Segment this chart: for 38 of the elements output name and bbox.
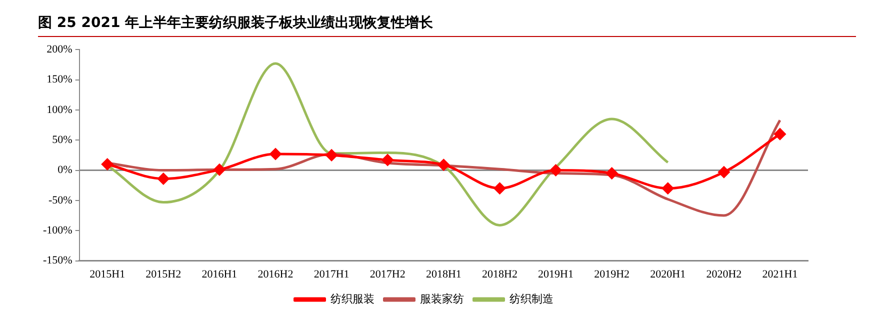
point	[270, 148, 282, 160]
point	[158, 172, 170, 184]
x-tick-label: 2019H1	[538, 268, 574, 280]
x-tick-label: 2020H2	[706, 268, 742, 280]
y-tick-label: -50%	[48, 194, 72, 206]
point	[438, 159, 450, 171]
y-tick-label: 150%	[46, 74, 72, 86]
y-tick-label: -150%	[43, 254, 72, 267]
legend-label: 纺织制造	[509, 292, 554, 306]
point	[214, 164, 226, 176]
point	[550, 164, 562, 176]
y-tick-label: -100%	[43, 224, 72, 237]
x-tick-label: 2021H1	[762, 268, 798, 280]
x-tick-label: 2018H1	[426, 268, 462, 280]
x-tick-label: 2019H2	[594, 268, 630, 280]
x-tick-label: 2015H1	[90, 268, 126, 280]
point	[102, 158, 114, 170]
legend-label: 服装家纺	[420, 292, 464, 306]
x-tick-label: 2017H2	[370, 268, 406, 280]
y-tick-label: 100%	[46, 104, 72, 116]
point	[326, 149, 338, 161]
x-tick-label: 2016H2	[258, 268, 294, 280]
y-tick-label: 50%	[52, 134, 72, 146]
point	[774, 128, 786, 140]
x-tick-label: 2015H2	[146, 268, 182, 280]
y-tick-label: 200%	[46, 43, 72, 56]
chart-title: 图 25 2021 年上半年主要纺织服装子板块业绩出现恢复性增长	[38, 14, 856, 37]
y-tick-label: 0%	[58, 164, 72, 176]
x-tick-label: 2018H2	[482, 268, 518, 280]
point	[494, 182, 506, 194]
point	[718, 166, 730, 178]
x-tick-label: 2020H1	[650, 268, 686, 280]
point	[382, 154, 394, 166]
point	[606, 168, 618, 180]
point	[662, 182, 674, 194]
x-tick-label: 2017H1	[314, 268, 350, 280]
x-tick-label: 2016H1	[202, 268, 238, 280]
legend-label: 纺织服装	[330, 292, 374, 306]
